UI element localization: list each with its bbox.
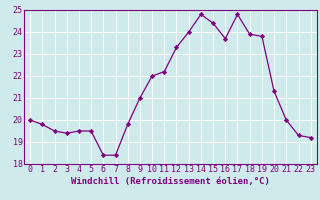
X-axis label: Windchill (Refroidissement éolien,°C): Windchill (Refroidissement éolien,°C) xyxy=(71,177,270,186)
